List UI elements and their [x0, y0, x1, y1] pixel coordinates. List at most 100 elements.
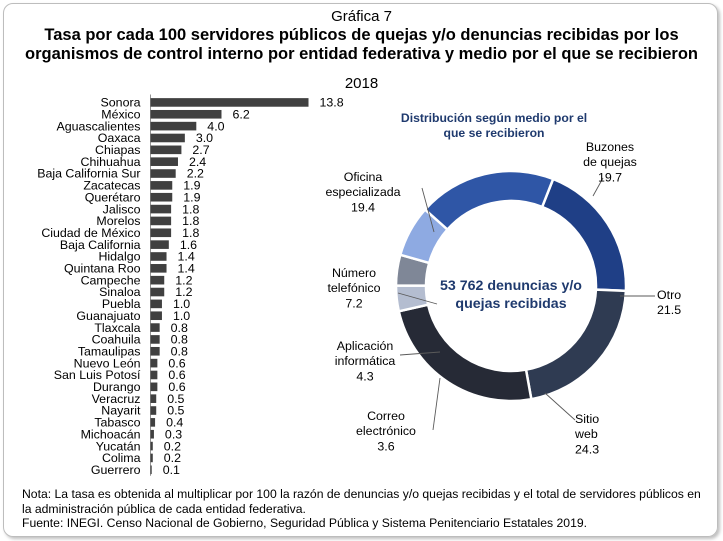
slice-name: Otro: [657, 288, 681, 302]
data-label: 1.8: [182, 202, 199, 216]
data-label: 0.4: [166, 416, 183, 430]
bar: [150, 264, 167, 273]
category-label: Baja California Sur: [37, 167, 140, 181]
chart-title: Tasa por cada 100 servidores públicos de…: [25, 26, 698, 63]
category-label: Querétaro: [85, 190, 141, 204]
bar: [150, 133, 185, 143]
bar: [150, 335, 160, 344]
data-label: 1.0: [173, 309, 190, 323]
data-label: 1.0: [173, 297, 190, 311]
data-label: 0.8: [171, 333, 188, 347]
slice-value: 4.3: [356, 369, 373, 383]
data-label: 0.1: [163, 463, 180, 477]
bar: [150, 382, 158, 392]
data-label: 0.6: [168, 356, 185, 370]
data-label: 1.6: [180, 238, 197, 252]
category-label: Tabasco: [94, 416, 140, 430]
data-label: 1.8: [182, 214, 199, 228]
leader-line: [592, 177, 604, 197]
data-label: 2.7: [192, 143, 209, 157]
bar: [150, 358, 158, 368]
bar: [150, 406, 157, 415]
slice-value: 19.7: [598, 170, 622, 184]
chart-year: 2018: [344, 75, 379, 92]
bar: [150, 216, 172, 226]
category-label: Chihuahua: [81, 155, 141, 169]
donut-slice: [423, 169, 555, 232]
slice-name: Oficina: [344, 170, 383, 184]
data-label: 6.2: [232, 107, 249, 121]
category-label: Yucatán: [96, 439, 141, 453]
donut-slice: [540, 177, 628, 293]
slice-value: 21.5: [657, 303, 681, 317]
slice-name: Correo: [367, 409, 405, 423]
category-label: Veracruz: [92, 392, 141, 406]
note-text: Nota: La tasa es obtenida al multiplicar…: [22, 487, 701, 516]
category-label: México: [101, 107, 140, 121]
category-label: Tlaxcala: [94, 321, 140, 335]
category-label: Tamaulipas: [78, 344, 141, 358]
data-label: 2.2: [187, 167, 204, 181]
donut-slice: [397, 303, 533, 403]
bar: [150, 204, 172, 214]
data-label: 0.8: [171, 321, 188, 335]
bar: [150, 346, 160, 356]
category-label: Morelos: [96, 214, 140, 228]
category-label: Campeche: [81, 273, 141, 287]
data-label: 1.2: [175, 273, 192, 287]
category-label: Guerrero: [91, 463, 141, 477]
bar: [150, 394, 157, 403]
slice-name: Buzones: [586, 140, 634, 154]
donut-center-text: quejas recibidas: [455, 296, 566, 312]
slice-name: informática: [335, 354, 396, 368]
category-label: Hidalgo: [98, 250, 140, 264]
chart-notes: Nota: La tasa es obtenida al multiplicar…: [22, 487, 712, 531]
bar: [150, 311, 162, 321]
slice-name: especializada: [325, 185, 400, 199]
slice-name: Número: [332, 266, 376, 280]
data-label: 1.9: [183, 179, 200, 193]
data-label: 1.2: [175, 285, 192, 299]
bar: [150, 121, 197, 131]
slice-value: 24.3: [575, 442, 599, 456]
bar: [150, 323, 160, 332]
category-label: Guanajuato: [76, 309, 140, 323]
bar: [150, 418, 156, 427]
leader-line: [399, 351, 441, 356]
data-label: 2.4: [189, 155, 206, 169]
category-label: Coahuila: [92, 333, 141, 347]
chart-caption: Gráfica 7: [331, 8, 392, 25]
data-label: 1.4: [178, 262, 195, 276]
slice-name: web: [574, 427, 598, 441]
bar: [150, 453, 153, 463]
leader-line: [432, 377, 441, 431]
slice-value: 3.6: [377, 439, 394, 453]
slice-name: de quejas: [583, 155, 637, 169]
category-label: Aguascalientes: [56, 119, 140, 133]
category-label: Zacatecas: [83, 179, 140, 193]
data-label: 0.2: [164, 451, 181, 465]
slice-value: 7.2: [345, 296, 362, 310]
source-text: Fuente: INEGI. Censo Nacional de Gobiern…: [22, 516, 588, 530]
category-label: Quintana Roo: [64, 262, 141, 276]
data-label: 0.2: [164, 439, 181, 453]
donut-title: Distribución según medio por el: [401, 111, 587, 125]
data-label: 3.0: [196, 131, 213, 145]
bar: [150, 169, 176, 178]
category-label: Jalisco: [103, 202, 141, 216]
leader-line: [544, 392, 576, 421]
data-label: 0.8: [171, 344, 188, 358]
category-label: Nayarit: [101, 404, 141, 418]
category-label: Oaxaca: [98, 131, 141, 145]
data-label: 1.4: [178, 250, 195, 264]
bar: [150, 228, 172, 238]
bar: [150, 370, 158, 380]
category-label: Durango: [93, 380, 141, 394]
category-label: Sonora: [101, 96, 141, 110]
bar: [150, 192, 173, 202]
slice-name: electrónico: [356, 424, 416, 438]
bar: [150, 465, 152, 475]
data-label: 4.0: [207, 119, 224, 133]
